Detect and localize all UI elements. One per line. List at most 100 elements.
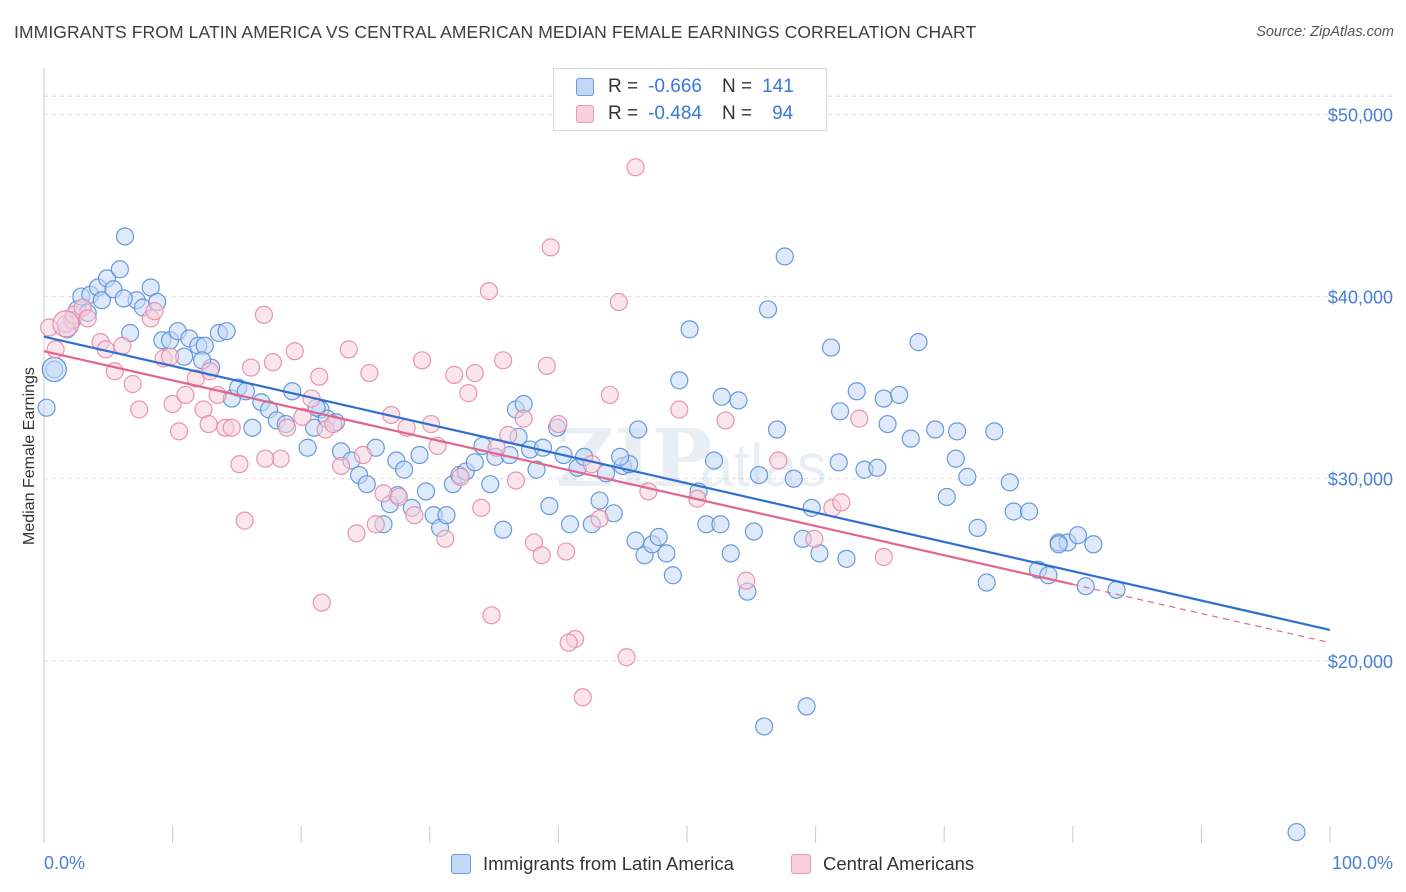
data-point [254, 305, 274, 324]
legend-swatch-blue [576, 78, 594, 96]
y-tick-label: $20,000 [1328, 652, 1393, 672]
data-point [590, 491, 609, 510]
data-point [339, 340, 358, 359]
trend-line-central-americans-extension [1072, 583, 1331, 644]
legend-r-label: R = [608, 103, 639, 124]
data-point [324, 414, 343, 434]
data-point [670, 400, 689, 419]
data-point [968, 518, 987, 537]
data-point [712, 387, 731, 406]
data-point [298, 438, 317, 457]
source-label: Source: ZipAtlas.com [1256, 24, 1394, 40]
data-point [293, 407, 312, 426]
data-point [92, 291, 111, 310]
data-point [541, 238, 560, 257]
data-point [832, 493, 851, 512]
data-point [160, 347, 180, 366]
data-point [670, 371, 689, 390]
data-point [445, 365, 464, 384]
data-point [639, 482, 658, 501]
data-point [123, 374, 142, 394]
data-point [829, 453, 848, 472]
data-point [482, 606, 501, 625]
data-point [1049, 535, 1068, 554]
data-point [145, 302, 164, 321]
data-point [847, 382, 866, 401]
data-point [611, 447, 630, 466]
data-point [784, 469, 803, 488]
data-point [222, 418, 241, 437]
data-point [680, 320, 699, 339]
data-point [410, 445, 429, 465]
data-point [947, 422, 967, 441]
data-point [657, 544, 676, 563]
data-point [312, 593, 331, 612]
data-point [412, 351, 432, 370]
data-point [405, 506, 424, 525]
legend-n-value: 141 [762, 76, 794, 97]
data-point [711, 515, 730, 534]
y-tick-label: $40,000 [1328, 288, 1393, 308]
data-point [721, 544, 740, 563]
data-point [479, 282, 499, 301]
data-point [626, 158, 645, 177]
data-point [52, 310, 80, 338]
data-point [663, 566, 682, 585]
data-point [130, 400, 149, 419]
bottom-legend-label: Immigrants from Latin America [483, 853, 734, 874]
data-point [416, 482, 436, 501]
legend-swatch-pink [576, 105, 594, 123]
data-point [769, 451, 788, 470]
legend-row-latin-america: R = -0.666 N = 141 [576, 74, 794, 100]
data-point [837, 549, 856, 568]
data-point [235, 511, 254, 530]
data-point [744, 522, 763, 541]
legend-n-label: N = [721, 76, 753, 97]
data-point [357, 475, 376, 494]
data-point [878, 414, 897, 434]
data-point [481, 475, 500, 494]
y-axis-label: Median Female Earnings [21, 367, 38, 545]
data-point [494, 520, 513, 539]
data-point [230, 455, 249, 474]
data-point [347, 524, 366, 543]
data-point [533, 438, 553, 457]
data-point [310, 367, 329, 386]
data-point [549, 414, 568, 434]
data-point [890, 385, 909, 405]
data-point [909, 333, 928, 352]
data-point [537, 356, 556, 375]
data-point [758, 300, 778, 319]
data-point [985, 422, 1004, 441]
data-point [271, 449, 290, 468]
data-point [113, 336, 132, 355]
legend-r-label: R = [608, 76, 639, 97]
data-point [626, 531, 645, 550]
data-point [729, 391, 748, 410]
data-point [389, 487, 409, 507]
data-point [573, 688, 592, 707]
data-point [78, 309, 97, 328]
data-point [1107, 580, 1126, 599]
data-point [472, 498, 491, 517]
data-point [946, 449, 965, 468]
data-point [868, 458, 887, 477]
tick-labels: $20,000 $30,000 $40,000 $50,000 0.0% 100.0% [44, 105, 1393, 873]
data-point [540, 496, 559, 516]
data-point [1019, 502, 1039, 521]
y-tick-label: $30,000 [1328, 470, 1393, 490]
data-point [1084, 535, 1103, 554]
legend-n-value: 94 [772, 103, 794, 124]
data-point [830, 402, 850, 421]
data-point [199, 414, 218, 434]
data-point [331, 456, 351, 476]
data-point [163, 394, 182, 414]
data-point [1000, 473, 1019, 492]
data-point [241, 358, 261, 377]
data-point [926, 420, 945, 439]
y-tick-label: $50,000 [1328, 105, 1393, 125]
bottom-legend-swatch-pink [791, 854, 811, 874]
data-point [1004, 502, 1023, 521]
legend-r-value: -0.666 [648, 76, 702, 97]
data-point [256, 449, 275, 468]
